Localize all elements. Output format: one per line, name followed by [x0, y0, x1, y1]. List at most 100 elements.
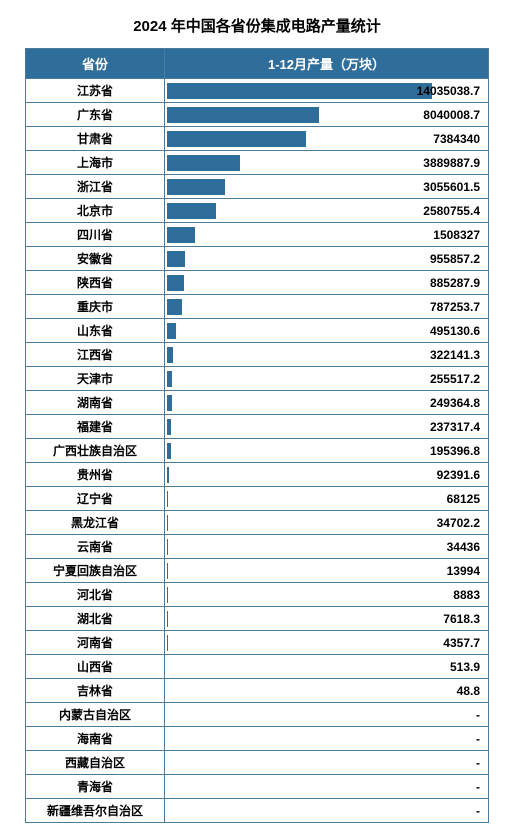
- value-text: 255517.2: [430, 372, 480, 386]
- bar: [167, 227, 195, 243]
- value-cell: 34702.2: [165, 511, 489, 535]
- col-header-province: 省份: [26, 49, 165, 79]
- province-cell: 辽宁省: [26, 487, 165, 511]
- province-cell: 黑龙江省: [26, 511, 165, 535]
- table-row: 河南省4357.7: [26, 631, 489, 655]
- value-cell: 68125: [165, 487, 489, 511]
- bar: [167, 251, 185, 267]
- value-text: 92391.6: [437, 468, 480, 482]
- value-text: -: [476, 708, 480, 722]
- value-cell: 14035038.7: [165, 79, 489, 103]
- value-cell: 787253.7: [165, 295, 489, 319]
- value-text: 237317.4: [430, 420, 480, 434]
- bar: [167, 491, 168, 507]
- table-row: 四川省 1508327: [26, 223, 489, 247]
- province-cell: 新疆维吾尔自治区: [26, 799, 165, 823]
- bar: [167, 539, 168, 555]
- province-cell: 天津市: [26, 367, 165, 391]
- table-row: 上海市3889887.9: [26, 151, 489, 175]
- table-row: 北京市2580755.4: [26, 199, 489, 223]
- value-text: 787253.7: [430, 300, 480, 314]
- province-cell: 湖北省: [26, 607, 165, 631]
- value-text: -: [476, 780, 480, 794]
- table-row: 广西壮族自治区195396.8: [26, 439, 489, 463]
- province-cell: 广东省: [26, 103, 165, 127]
- province-cell: 安徽省: [26, 247, 165, 271]
- value-cell: 13994: [165, 559, 489, 583]
- value-cell: -: [165, 703, 489, 727]
- value-cell: 1508327: [165, 223, 489, 247]
- table-row: 青海省 -: [26, 775, 489, 799]
- value-cell: 885287.9: [165, 271, 489, 295]
- value-cell: 2580755.4: [165, 199, 489, 223]
- value-cell: 7384340: [165, 127, 489, 151]
- province-cell: 山西省: [26, 655, 165, 679]
- value-text: 322141.3: [430, 348, 480, 362]
- value-text: 68125: [447, 492, 480, 506]
- table-row: 湖北省7618.3: [26, 607, 489, 631]
- bar: [167, 83, 432, 99]
- bar: [167, 131, 306, 147]
- bar: [167, 299, 182, 315]
- value-cell: -: [165, 775, 489, 799]
- value-cell: 955857.2: [165, 247, 489, 271]
- bar: [167, 107, 319, 123]
- province-cell: 吉林省: [26, 679, 165, 703]
- table-row: 广东省 8040008.7: [26, 103, 489, 127]
- bar: [167, 155, 240, 171]
- table-row: 海南省-: [26, 727, 489, 751]
- table-row: 浙江省 3055601.5: [26, 175, 489, 199]
- province-cell: 湖南省: [26, 391, 165, 415]
- bar: [167, 371, 172, 387]
- value-text: 4357.7: [443, 636, 480, 650]
- province-cell: 江苏省: [26, 79, 165, 103]
- value-cell: -: [165, 751, 489, 775]
- value-cell: 7618.3: [165, 607, 489, 631]
- value-cell: 8883: [165, 583, 489, 607]
- value-text: 7384340: [433, 132, 480, 146]
- chart-title: 2024 年中国各省份集成电路产量统计: [25, 15, 489, 36]
- province-cell: 四川省: [26, 223, 165, 247]
- value-cell: 3055601.5: [165, 175, 489, 199]
- province-cell: 西藏自治区: [26, 751, 165, 775]
- province-cell: 宁夏回族自治区: [26, 559, 165, 583]
- province-cell: 重庆市: [26, 295, 165, 319]
- value-text: -: [476, 804, 480, 818]
- value-text: 8040008.7: [423, 108, 480, 122]
- province-cell: 云南省: [26, 535, 165, 559]
- value-text: 2580755.4: [423, 204, 480, 218]
- table-row: 江西省322141.3: [26, 343, 489, 367]
- value-cell: 495130.6: [165, 319, 489, 343]
- province-cell: 山东省: [26, 319, 165, 343]
- province-cell: 福建省: [26, 415, 165, 439]
- table-row: 辽宁省 68125: [26, 487, 489, 511]
- table-row: 西藏自治区 -: [26, 751, 489, 775]
- table-row: 贵州省92391.6: [26, 463, 489, 487]
- province-cell: 浙江省: [26, 175, 165, 199]
- table-row: 天津市 255517.2: [26, 367, 489, 391]
- value-text: 513.9: [450, 660, 480, 674]
- value-cell: 34436: [165, 535, 489, 559]
- table-row: 云南省34436: [26, 535, 489, 559]
- value-text: 13994: [447, 564, 480, 578]
- value-text: 14035038.7: [417, 84, 480, 98]
- province-cell: 海南省: [26, 727, 165, 751]
- value-text: 8883: [453, 588, 480, 602]
- province-cell: 青海省: [26, 775, 165, 799]
- table-row: 新疆维吾尔自治区 -: [26, 799, 489, 823]
- value-cell: 322141.3: [165, 343, 489, 367]
- value-text: 3055601.5: [423, 180, 480, 194]
- value-cell: -: [165, 727, 489, 751]
- bar: [167, 515, 168, 531]
- value-text: 34702.2: [437, 516, 480, 530]
- table-row: 黑龙江省 34702.2: [26, 511, 489, 535]
- value-text: -: [476, 756, 480, 770]
- value-text: 1508327: [433, 228, 480, 242]
- bar: [167, 395, 172, 411]
- value-cell: 4357.7: [165, 631, 489, 655]
- value-cell: 48.8: [165, 679, 489, 703]
- bar: [167, 323, 176, 339]
- value-text: 3889887.9: [423, 156, 480, 170]
- province-cell: 内蒙古自治区: [26, 703, 165, 727]
- value-text: 955857.2: [430, 252, 480, 266]
